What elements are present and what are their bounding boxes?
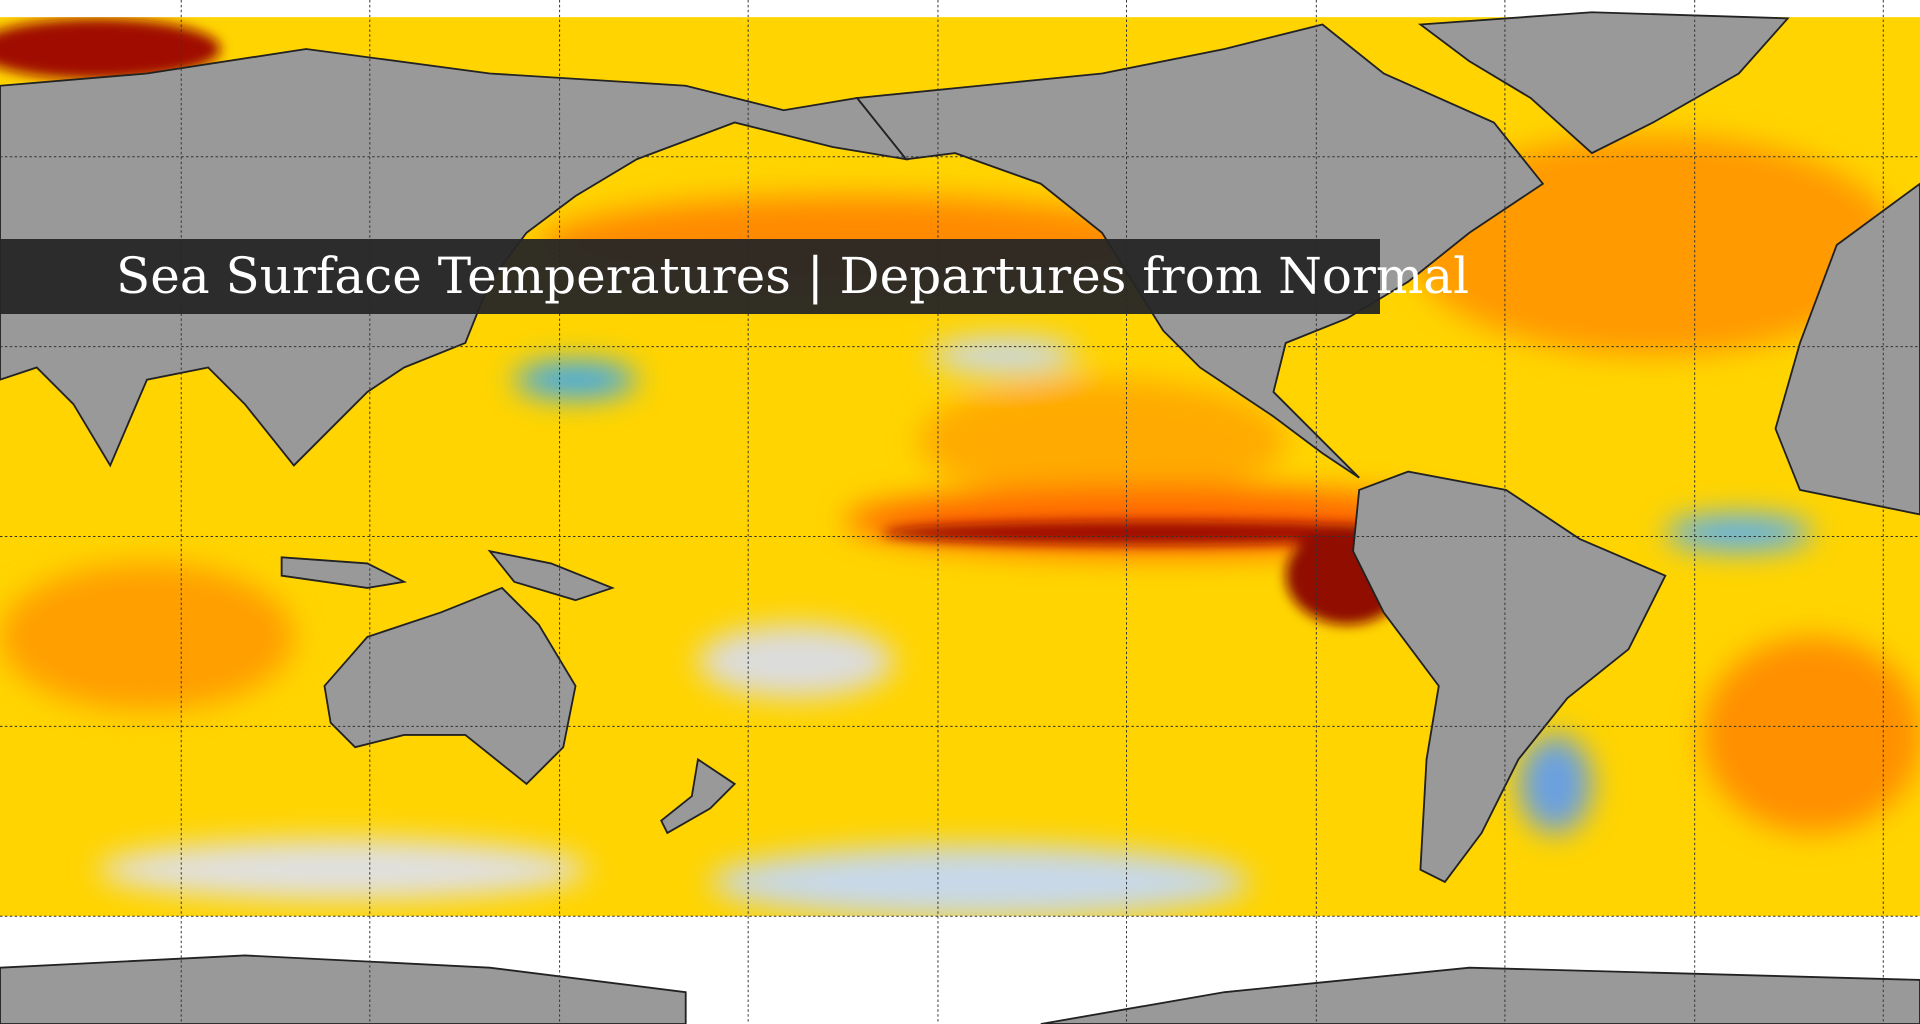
indonesia bbox=[280, 556, 408, 589]
title-banner: Sea Surface Temperatures | Departures fr… bbox=[0, 239, 1469, 314]
arctic-warm-patch bbox=[0, 18, 221, 80]
greenland bbox=[1417, 11, 1790, 155]
title: Sea Surface Temperatures | Departures fr… bbox=[116, 247, 1470, 305]
antarctica bbox=[1040, 966, 1920, 1024]
sea-ice bbox=[0, 0, 1920, 18]
equatorial-warm-band bbox=[881, 520, 1421, 546]
new-zealand bbox=[660, 757, 737, 835]
antarctica bbox=[0, 954, 687, 1024]
africa-europe bbox=[1774, 182, 1920, 516]
australia bbox=[323, 586, 577, 786]
new-guinea bbox=[487, 549, 615, 602]
south-america bbox=[1352, 470, 1667, 884]
